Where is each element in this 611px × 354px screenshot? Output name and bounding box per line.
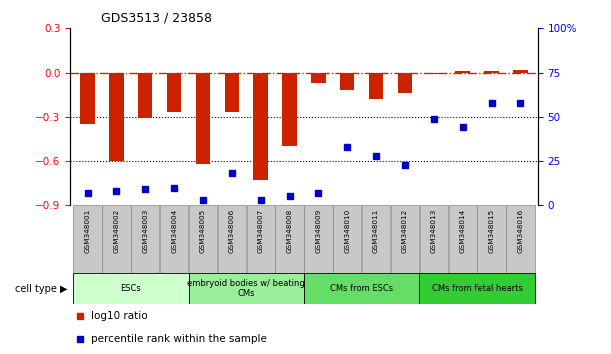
Bar xyxy=(311,73,326,83)
Bar xyxy=(189,273,304,304)
Bar xyxy=(477,205,506,273)
Bar xyxy=(225,73,239,113)
Bar xyxy=(109,73,123,161)
Bar xyxy=(419,273,535,304)
Text: GSM348009: GSM348009 xyxy=(315,209,321,253)
Bar xyxy=(340,73,354,90)
Bar xyxy=(507,205,535,273)
Bar xyxy=(448,205,477,273)
Text: GSM348004: GSM348004 xyxy=(171,209,177,253)
Text: GSM348013: GSM348013 xyxy=(431,209,437,253)
Bar xyxy=(485,71,499,73)
Bar xyxy=(247,205,275,273)
Text: GSM348015: GSM348015 xyxy=(489,209,494,253)
Bar xyxy=(189,205,217,273)
Bar xyxy=(167,73,181,113)
Text: GSM348003: GSM348003 xyxy=(142,209,148,253)
Text: CMs from fetal hearts: CMs from fetal hearts xyxy=(431,284,522,293)
Text: GSM348006: GSM348006 xyxy=(229,209,235,253)
Bar xyxy=(81,73,95,124)
Text: percentile rank within the sample: percentile rank within the sample xyxy=(91,334,267,344)
Bar xyxy=(455,71,470,73)
Text: cell type ▶: cell type ▶ xyxy=(15,284,67,293)
Bar xyxy=(333,205,361,273)
Bar xyxy=(304,205,332,273)
Bar xyxy=(218,205,246,273)
Bar xyxy=(73,273,189,304)
Bar xyxy=(513,70,527,73)
Bar xyxy=(160,205,188,273)
Bar xyxy=(282,73,297,146)
Text: log10 ratio: log10 ratio xyxy=(91,311,148,321)
Bar xyxy=(254,73,268,180)
Text: GDS3513 / 23858: GDS3513 / 23858 xyxy=(101,12,212,25)
Bar xyxy=(276,205,304,273)
Bar xyxy=(420,205,448,273)
Text: GSM348007: GSM348007 xyxy=(258,209,264,253)
Text: ESCs: ESCs xyxy=(120,284,141,293)
Text: GSM348010: GSM348010 xyxy=(344,209,350,253)
Bar xyxy=(131,205,159,273)
Text: GSM348001: GSM348001 xyxy=(84,209,90,253)
Text: GSM348011: GSM348011 xyxy=(373,209,379,253)
Text: GSM348005: GSM348005 xyxy=(200,209,206,253)
Bar xyxy=(102,205,131,273)
Bar xyxy=(196,73,210,164)
Text: CMs from ESCs: CMs from ESCs xyxy=(330,284,393,293)
Bar xyxy=(426,73,441,74)
Bar xyxy=(369,73,383,99)
Text: GSM348012: GSM348012 xyxy=(402,209,408,253)
Text: GSM348014: GSM348014 xyxy=(459,209,466,253)
Text: GSM348008: GSM348008 xyxy=(287,209,293,253)
Bar xyxy=(398,73,412,93)
Text: GSM348016: GSM348016 xyxy=(518,209,524,253)
Bar xyxy=(391,205,419,273)
Bar xyxy=(73,205,101,273)
Text: embryoid bodies w/ beating
CMs: embryoid bodies w/ beating CMs xyxy=(188,279,305,298)
Bar xyxy=(362,205,390,273)
Text: GSM348002: GSM348002 xyxy=(114,209,119,253)
Bar xyxy=(138,73,153,118)
Bar xyxy=(304,273,419,304)
